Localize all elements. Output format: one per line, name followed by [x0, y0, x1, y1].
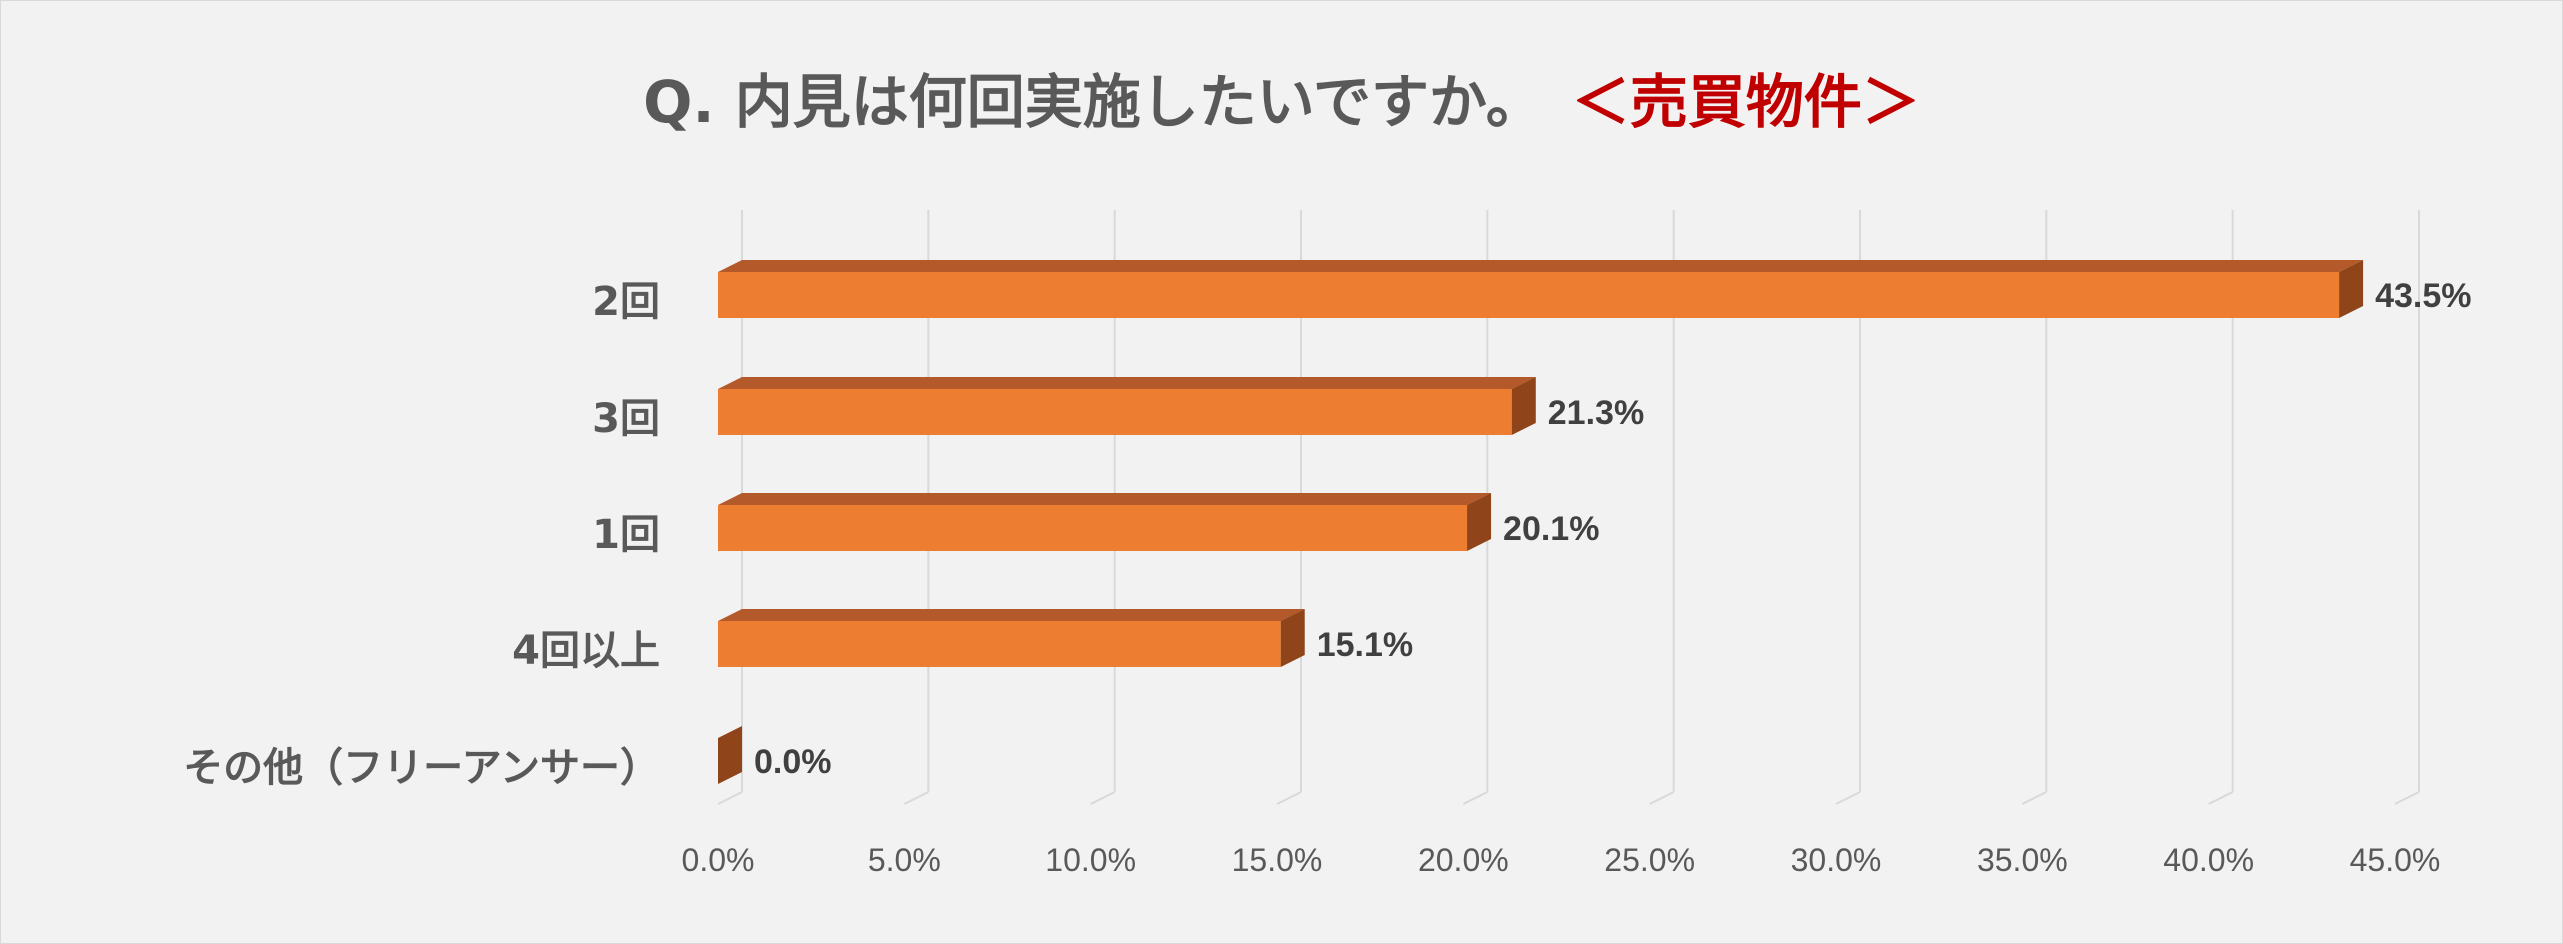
x-tick-label: 15.0%	[1232, 842, 1323, 878]
title-question: Q. 内見は何回実施したいですか。	[643, 68, 1544, 136]
chart-title: Q. 内見は何回実施したいですか。 ＜売買物件＞	[0, 62, 2563, 142]
data-label: 20.1%	[1503, 510, 1599, 548]
category-label: 4回以上	[512, 628, 660, 674]
gridline-floor	[1276, 791, 1302, 805]
category-label: 2回	[592, 279, 660, 325]
bar-top-face	[718, 609, 1305, 621]
data-label: 21.3%	[1548, 394, 1644, 432]
gridline-floor	[2021, 791, 2047, 805]
x-tick-label: 25.0%	[1604, 842, 1695, 878]
bar-side-face	[1511, 377, 1536, 435]
bar-side-face	[1467, 493, 1492, 551]
bar-top-face	[718, 493, 1492, 505]
gridline-floor	[717, 791, 743, 805]
bar	[718, 621, 1281, 667]
gridline-floor	[903, 791, 929, 805]
x-tick-label: 10.0%	[1045, 842, 1136, 878]
bar-top-face	[718, 260, 2364, 272]
x-tick-label: 45.0%	[2350, 842, 2441, 878]
data-label: 0.0%	[754, 743, 832, 781]
title-category: ＜売買物件＞	[1571, 68, 1920, 136]
gridline-floor	[1090, 791, 1116, 805]
bar-side-face	[2339, 260, 2364, 318]
gridline-floor	[1649, 791, 1675, 805]
category-label: 1回	[592, 512, 660, 558]
bar-top-face	[718, 377, 1536, 389]
gridline-floor	[2394, 791, 2420, 805]
bar-side-face	[1280, 609, 1305, 667]
data-label: 15.1%	[1317, 626, 1413, 664]
bar	[718, 505, 1468, 551]
gridline-floor	[1462, 791, 1488, 805]
data-label: 43.5%	[2375, 277, 2471, 315]
x-tick-label: 40.0%	[2163, 842, 2254, 878]
bar	[718, 389, 1512, 435]
category-label: 3回	[592, 396, 660, 442]
x-tick-label: 20.0%	[1418, 842, 1509, 878]
bar	[718, 272, 2340, 318]
gridline-floor	[1835, 791, 1861, 805]
category-label: その他（フリーアンサー）	[183, 745, 660, 791]
x-tick-label: 35.0%	[1977, 842, 2068, 878]
x-tick-label: 0.0%	[682, 842, 755, 878]
gridline-floor	[2208, 791, 2234, 805]
x-tick-label: 5.0%	[868, 842, 941, 878]
x-tick-label: 30.0%	[1791, 842, 1882, 878]
bar-side-face	[718, 726, 742, 784]
